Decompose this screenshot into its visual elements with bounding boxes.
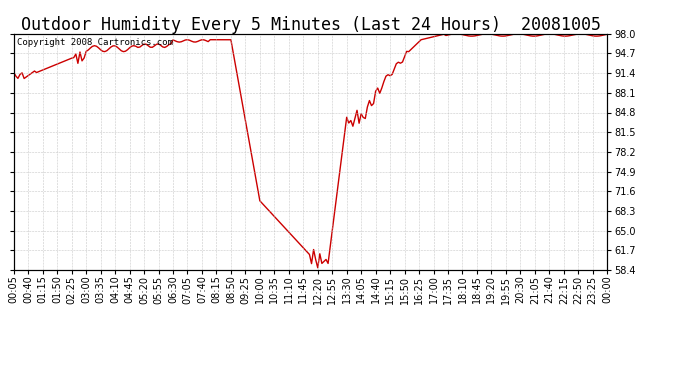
Text: Copyright 2008 Cartronics.com: Copyright 2008 Cartronics.com [17,39,172,48]
Title: Outdoor Humidity Every 5 Minutes (Last 24 Hours)  20081005: Outdoor Humidity Every 5 Minutes (Last 2… [21,16,600,34]
